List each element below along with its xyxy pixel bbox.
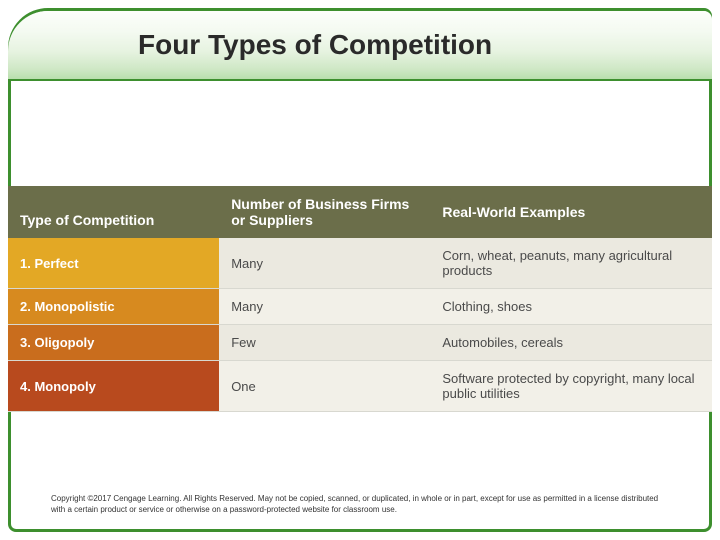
title-bar: Four Types of Competition	[8, 11, 712, 81]
slide-frame: Four Types of Competition Type of Compet…	[8, 8, 712, 532]
row-examples: Clothing, shoes	[430, 289, 712, 325]
table-row: 1. PerfectManyCorn, wheat, peanuts, many…	[8, 238, 712, 289]
header-type: Type of Competition	[8, 186, 219, 238]
row-type-label: 4. Monopoly	[8, 361, 219, 412]
row-number: One	[219, 361, 430, 412]
table-header-row: Type of Competition Number of Business F…	[8, 186, 712, 238]
copyright-text: Copyright ©2017 Cengage Learning. All Ri…	[51, 494, 669, 515]
header-examples: Real-World Examples	[430, 186, 712, 238]
header-number: Number of Business Firms or Suppliers	[219, 186, 430, 238]
row-number: Few	[219, 325, 430, 361]
table-container: Type of Competition Number of Business F…	[8, 186, 712, 412]
row-number: Many	[219, 289, 430, 325]
competition-table: Type of Competition Number of Business F…	[8, 186, 712, 412]
row-type-label: 2. Monopolistic	[8, 289, 219, 325]
row-examples: Software protected by copyright, many lo…	[430, 361, 712, 412]
row-examples: Corn, wheat, peanuts, many agricultural …	[430, 238, 712, 289]
table-row: 2. MonopolisticManyClothing, shoes	[8, 289, 712, 325]
row-number: Many	[219, 238, 430, 289]
row-examples: Automobiles, cereals	[430, 325, 712, 361]
table-row: 4. MonopolyOneSoftware protected by copy…	[8, 361, 712, 412]
table-row: 3. OligopolyFewAutomobiles, cereals	[8, 325, 712, 361]
row-type-label: 3. Oligopoly	[8, 325, 219, 361]
slide-title: Four Types of Competition	[138, 29, 492, 61]
row-type-label: 1. Perfect	[8, 238, 219, 289]
